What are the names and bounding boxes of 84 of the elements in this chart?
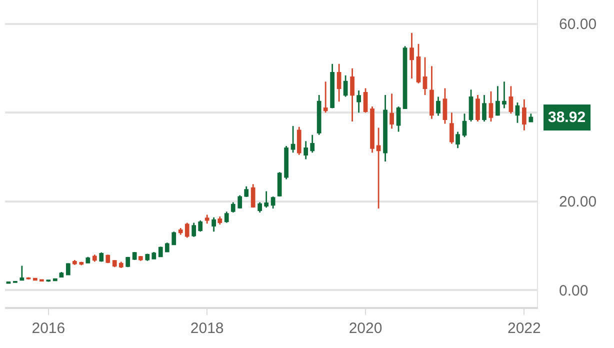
candlestick bbox=[270, 196, 276, 210]
candlestick bbox=[310, 134, 315, 154]
candlestick bbox=[323, 80, 328, 114]
candlestick bbox=[390, 92, 394, 130]
annotation: 38.92 bbox=[548, 109, 586, 126]
candlestick bbox=[13, 280, 18, 284]
candlestick bbox=[363, 88, 368, 114]
candlestick bbox=[118, 261, 124, 269]
candlestick bbox=[192, 222, 196, 238]
y-tick-label: 0.00 bbox=[559, 282, 588, 300]
candlestick bbox=[442, 88, 448, 124]
candlestick bbox=[330, 63, 335, 109]
candlestick bbox=[59, 271, 64, 278]
candlestick bbox=[304, 140, 308, 160]
candlestick bbox=[258, 202, 262, 214]
candlestick bbox=[370, 106, 374, 154]
candlestick bbox=[410, 32, 414, 80]
y-tick-label: 20.00 bbox=[559, 194, 597, 211]
candlestick bbox=[450, 112, 454, 144]
candlestick bbox=[218, 216, 222, 226]
candlestick bbox=[152, 251, 156, 260]
candlestick bbox=[350, 68, 354, 122]
candlestick bbox=[230, 202, 236, 214]
candlestick bbox=[138, 255, 143, 262]
candlestick bbox=[277, 171, 282, 198]
candlestick bbox=[264, 190, 269, 208]
candlestick bbox=[238, 194, 242, 210]
candlestick bbox=[79, 261, 84, 266]
candlestick bbox=[336, 63, 342, 102]
candlestick bbox=[515, 102, 520, 124]
candlestick bbox=[343, 74, 348, 98]
candlestick bbox=[430, 65, 434, 120]
candlestick bbox=[496, 85, 500, 116]
candlestick bbox=[46, 279, 51, 282]
x-tick-label: 2020 bbox=[348, 320, 382, 337]
candlestick bbox=[172, 230, 176, 246]
candlestick bbox=[132, 251, 137, 261]
candlestick bbox=[456, 131, 460, 149]
candlestick bbox=[508, 85, 514, 114]
candlestick bbox=[99, 252, 104, 262]
candlestick bbox=[66, 262, 70, 276]
candlestick bbox=[158, 246, 163, 258]
candlestick bbox=[316, 94, 322, 136]
candlestick bbox=[356, 90, 361, 114]
candlestick bbox=[502, 80, 506, 109]
candlestick bbox=[436, 96, 440, 116]
candlestick bbox=[462, 112, 467, 138]
candlestick bbox=[106, 254, 110, 264]
candlestick bbox=[383, 94, 388, 162]
candlestick bbox=[20, 265, 24, 282]
candlestick bbox=[396, 106, 401, 132]
candlestick bbox=[522, 98, 526, 132]
candlestick bbox=[86, 256, 90, 264]
candlestick bbox=[184, 222, 190, 238]
candlestick bbox=[244, 186, 249, 198]
candlestick bbox=[402, 45, 408, 109]
candlestick bbox=[476, 94, 480, 122]
candlestick bbox=[250, 183, 256, 208]
candlestick bbox=[145, 253, 150, 262]
y-tick-label: 60.00 bbox=[559, 16, 597, 34]
candlestick bbox=[482, 94, 486, 122]
x-tick-label: 2018 bbox=[190, 320, 224, 337]
candlestick bbox=[224, 210, 229, 224]
candlestick bbox=[198, 220, 203, 232]
candlestick bbox=[284, 145, 288, 180]
candlestick bbox=[92, 254, 97, 262]
candlestick bbox=[112, 259, 117, 268]
candlestick bbox=[164, 242, 170, 253]
candlestick bbox=[126, 256, 130, 268]
candlestick bbox=[422, 56, 428, 96]
candlestick bbox=[212, 216, 216, 232]
candlestick bbox=[416, 43, 421, 84]
x-tick-label: 2022 bbox=[508, 320, 541, 337]
candlestick bbox=[468, 88, 474, 122]
x-tick-label: 2016 bbox=[32, 320, 66, 337]
candlestick bbox=[72, 259, 77, 266]
candlestick bbox=[178, 227, 183, 236]
candlestick bbox=[376, 127, 381, 210]
candlestick bbox=[204, 214, 210, 224]
candlestick bbox=[39, 278, 44, 282]
candlestick bbox=[290, 125, 296, 154]
candlestick bbox=[488, 90, 494, 122]
candlestick bbox=[296, 126, 302, 156]
candlestick bbox=[528, 112, 534, 122]
